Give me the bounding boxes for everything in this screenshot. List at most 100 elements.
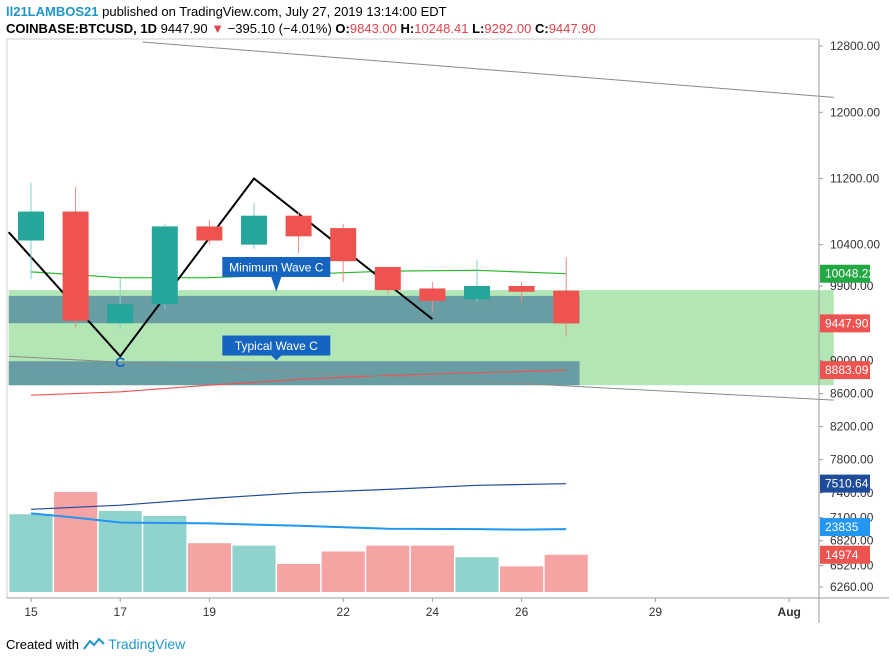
price-tick-1: 12000.00 [830, 105, 880, 119]
time-tick-2: 19 [203, 605, 217, 619]
volume-bar-7 [321, 551, 365, 592]
tradingview-logo-icon [82, 637, 105, 650]
time-axis: 15 17 19 22 24 26 29 Aug [24, 598, 801, 619]
price-badge-box-2 [820, 361, 870, 380]
minimum-wave-c-zone [8, 295, 580, 324]
chart-frame [6, 38, 889, 623]
publish-info: published on TradingView.com, July 27, 2… [102, 4, 447, 19]
publish-header: ll21LAMBOS21 published on TradingView.co… [6, 4, 447, 19]
volume-bar-3 [143, 515, 187, 592]
candle-body-9 [419, 288, 446, 301]
price-badge-3: 7510.64 [825, 477, 869, 491]
last-price: 9447.90 [160, 21, 208, 36]
annotations-layer: Minimum Wave C Typical Wave C C [115, 256, 331, 370]
price-badge-1: 9447.90 [825, 316, 869, 330]
volume-bar-1 [54, 491, 98, 592]
typical-wave-c-zone [8, 361, 580, 386]
down-arrow-icon: ▼ [211, 21, 225, 36]
upper-trend-line [142, 41, 834, 98]
open-label: O: [335, 21, 350, 36]
candle-body-7 [330, 228, 357, 262]
time-tick-5: 26 [515, 605, 529, 619]
price-tick-5: 9000.00 [830, 353, 874, 367]
price-change: −395.10 (−4.01%) [227, 21, 332, 36]
ma-navy [30, 483, 567, 510]
time-tick-0: 15 [24, 605, 38, 619]
candles-layer [18, 182, 580, 337]
tradingview-brand[interactable]: TradingView [108, 636, 186, 652]
price-badge-5: 14974 [825, 548, 859, 562]
volume-bar-11 [500, 566, 544, 592]
ma-blue [30, 512, 567, 531]
author-username[interactable]: ll21LAMBOS21 [6, 4, 99, 19]
close-label: C: [534, 21, 549, 36]
price-tick-3: 10400.00 [830, 238, 880, 252]
price-tick-8: 7800.00 [830, 453, 874, 467]
typical-wave-c-label-box [222, 335, 331, 356]
candle-body-5 [241, 215, 267, 245]
wave-line [7, 177, 434, 358]
price-tick-4: 9900.00 [830, 279, 874, 293]
open-value: 9843.00 [349, 21, 397, 36]
price-badge-0: 10048.22 [825, 267, 875, 281]
price-tick-10: 7100.00 [830, 511, 874, 525]
plot-border [6, 38, 820, 599]
footer: Created with TradingView [6, 636, 185, 652]
time-tick-3: 22 [337, 605, 351, 619]
price-tick-11: 6820.00 [830, 534, 874, 548]
price-tick-0: 12800.00 [830, 39, 880, 53]
price-tick-9: 7400.00 [830, 486, 874, 500]
time-tick-6: 29 [649, 605, 663, 619]
ma-red [30, 369, 567, 396]
price-tick-7: 8200.00 [830, 420, 874, 434]
candle-body-8 [374, 266, 401, 291]
high-value: 10248.41 [414, 21, 469, 36]
price-badge-2: 8883.09 [825, 363, 869, 377]
ma-green [30, 269, 567, 279]
price-tick-6: 8600.00 [830, 387, 874, 401]
price-badge-box-4 [820, 518, 870, 537]
minimum-wave-c-label-box [222, 256, 331, 277]
price-badge-box-5 [820, 545, 870, 564]
price-badge-box-3 [820, 474, 870, 493]
volume-bar-9 [410, 545, 454, 592]
lines-layer [7, 41, 834, 531]
candle-body-12 [553, 290, 580, 324]
volume-bar-4 [187, 543, 231, 592]
volume-bar-2 [98, 510, 142, 592]
candle-body-2 [107, 304, 134, 324]
candle-body-3 [151, 226, 178, 305]
price-tick-13: 6260.00 [830, 580, 874, 594]
candle-body-4 [196, 226, 223, 241]
minimum-wave-c-label: Minimum Wave C [229, 260, 324, 274]
typical-wave-c-label: Typical Wave C [235, 339, 318, 353]
minimum-wave-c-label-pointer-icon [271, 276, 282, 292]
volume-bar-10 [455, 557, 499, 592]
time-tick-1: 17 [114, 605, 128, 619]
typical-wave-c-label-pointer-icon [271, 355, 282, 361]
low-value: 9292.00 [484, 21, 532, 36]
volume-bar-8 [366, 545, 410, 592]
lower-trend-line [8, 355, 834, 401]
low-label: L: [472, 21, 485, 36]
wave-c-marker: C [115, 354, 125, 370]
price-badge-box-0 [820, 264, 870, 283]
candle-body-0 [18, 211, 44, 241]
volume-bar-12 [544, 554, 588, 592]
candle-body-11 [508, 285, 535, 292]
volume-layer [9, 491, 588, 592]
green-target-zone [8, 290, 834, 386]
created-with-label: Created with [6, 637, 79, 652]
price-badge-box-1 [820, 314, 870, 333]
high-label: H: [400, 21, 415, 36]
price-tick-2: 11200.00 [830, 171, 879, 185]
candle-body-10 [464, 285, 490, 300]
time-tick-7: Aug [778, 605, 801, 619]
symbol-label: COINBASE:BTCUSD, 1D [6, 21, 157, 36]
volume-bar-6 [277, 563, 321, 592]
close-value: 9447.90 [548, 21, 596, 36]
candle-body-6 [285, 215, 312, 237]
price-axis: 12800.00 12000.00 11200.00 10400.00 9900.00 9… [819, 39, 880, 594]
candle-body-1 [62, 211, 89, 321]
